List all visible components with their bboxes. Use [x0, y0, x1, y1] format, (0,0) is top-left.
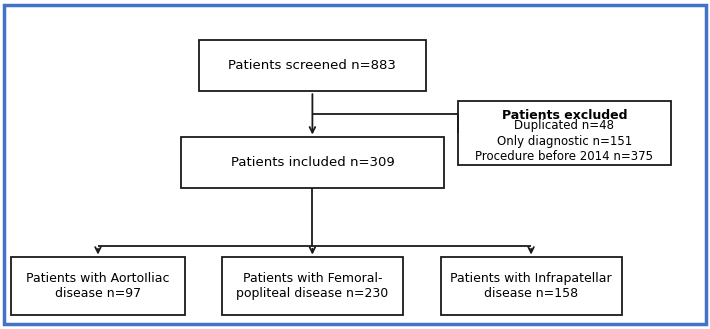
- Text: Patients included n=309: Patients included n=309: [231, 156, 394, 169]
- Text: Patients with Infrapatellar
disease n=158: Patients with Infrapatellar disease n=15…: [450, 272, 612, 300]
- Text: Only diagnostic n=151: Only diagnostic n=151: [497, 135, 632, 148]
- FancyBboxPatch shape: [11, 257, 185, 315]
- Text: Patients screened n=883: Patients screened n=883: [229, 59, 396, 72]
- Text: Duplicated n=48: Duplicated n=48: [515, 119, 614, 132]
- FancyBboxPatch shape: [222, 257, 403, 315]
- FancyBboxPatch shape: [458, 101, 671, 165]
- Text: Patients excluded: Patients excluded: [502, 110, 627, 122]
- FancyBboxPatch shape: [199, 40, 426, 91]
- FancyBboxPatch shape: [181, 138, 444, 188]
- Text: Patients with Femoral-
popliteal disease n=230: Patients with Femoral- popliteal disease…: [236, 272, 388, 300]
- Text: Procedure before 2014 n=375: Procedure before 2014 n=375: [476, 150, 653, 163]
- Text: Patients with AortoIliac
disease n=97: Patients with AortoIliac disease n=97: [26, 272, 170, 300]
- FancyBboxPatch shape: [441, 257, 622, 315]
